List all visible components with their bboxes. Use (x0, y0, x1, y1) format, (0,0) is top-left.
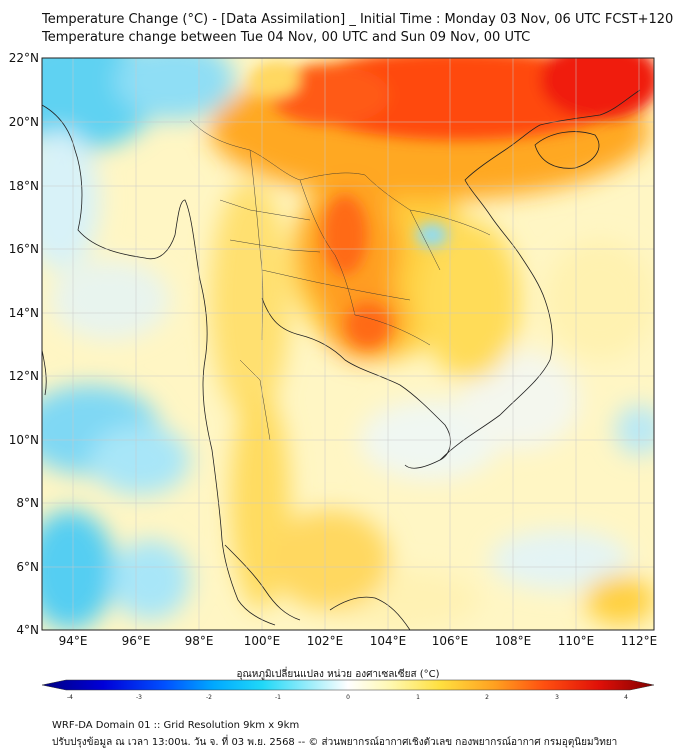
coastline-malaysia (224, 544, 301, 621)
gridlines (42, 57, 654, 630)
cool-patch-south (110, 540, 190, 620)
lat-label: 12°N (9, 369, 39, 383)
yellow-band-myanmar (210, 180, 290, 420)
lon-label: 106°E (432, 634, 469, 648)
neutral-patch-southeast (490, 530, 630, 590)
yellow-patch-vietnam (420, 220, 520, 380)
lon-label: 108°E (495, 634, 532, 648)
colorbar-tick: 1 (416, 694, 420, 701)
colorbar-title: อุณหภูมิเปลี่ยนแปลง หน่วย องศาเซลเซียส (… (236, 669, 440, 680)
red-patch-northeast (540, 58, 654, 120)
red-orange-patch-isan (323, 195, 367, 275)
border-line-3 (299, 179, 356, 316)
border-line-7 (219, 199, 311, 221)
cool-patch-east (615, 405, 654, 455)
cold-patch-southwest (42, 510, 115, 630)
lon-label: 100°E (244, 634, 281, 648)
yellow-spot-north (250, 62, 300, 98)
lon-label: 102°E (307, 634, 344, 648)
lon-label: 110°E (558, 634, 595, 648)
cool-spot-laos (416, 223, 448, 247)
coastline-myanmar-peninsula (42, 104, 276, 626)
coastline-hainan (534, 131, 600, 169)
lat-label: 8°N (16, 496, 39, 510)
footer-model-info: WRF-DA Domain 01 :: Grid Resolution 9km … (52, 720, 300, 731)
red-orange-patch-cambodia (346, 303, 390, 347)
map-title: Temperature Change (°C) - [Data Assimila… (42, 12, 674, 27)
yellow-patch-southeast (585, 575, 654, 625)
colorbar-tick: -3 (136, 694, 142, 701)
colorbar-tick: -2 (206, 694, 212, 701)
lon-axis: 94°E 96°E 98°E 100°E 102°E 104°E 106°E 1… (59, 634, 658, 648)
colorbar-ticks: -4 -3 -2 -1 0 1 2 3 4 (67, 694, 628, 701)
temperature-field (42, 58, 654, 630)
border-line-10 (409, 209, 491, 236)
cool-patch-north (115, 58, 235, 120)
border-line-6 (354, 314, 431, 346)
lon-label: 96°E (122, 634, 151, 648)
lat-label: 10°N (9, 433, 39, 447)
lon-label: 98°E (185, 634, 214, 648)
lat-label: 22°N (9, 51, 39, 65)
map-subtitle: Temperature change between Tue 04 Nov, 0… (42, 30, 531, 45)
colorbar-tick: -4 (67, 694, 73, 701)
border-line-5 (261, 269, 411, 301)
colorbar: -4 -3 -2 -1 0 1 2 3 4 (41, 679, 655, 701)
map-frame (41, 57, 655, 631)
lat-label: 20°N (9, 115, 39, 129)
border-line-1 (189, 119, 366, 181)
colorbar-tick: 3 (555, 694, 559, 701)
neutral-patch-bay (50, 260, 170, 340)
lon-label: 94°E (59, 634, 88, 648)
colorbar-scale (41, 679, 655, 691)
colorbar-tick: 4 (624, 694, 628, 701)
coastline-sumatra-hint (329, 596, 411, 630)
neutral-patch-scs (460, 350, 580, 450)
coastline-west-islands (42, 349, 47, 396)
lon-label: 112°E (621, 634, 658, 648)
lat-label: 6°N (16, 560, 39, 574)
cool-patch-andaman-east (90, 425, 190, 495)
cool-patch-west (42, 130, 100, 270)
lat-axis: 22°N 20°N 18°N 16°N 14°N 12°N 10°N 8°N 6… (9, 51, 39, 637)
footer-update-info: ปรับปรุงข้อมูล ณ เวลา 13:00น. วัน จ. ที่… (52, 737, 618, 748)
lat-label: 4°N (16, 623, 39, 637)
border-line-8 (229, 239, 321, 253)
lat-label: 16°N (9, 242, 39, 256)
colorbar-tick: -1 (275, 694, 281, 701)
lon-label: 104°E (370, 634, 407, 648)
border-line-9 (239, 359, 271, 441)
yellow-patch-malaysia (270, 510, 390, 610)
lat-label: 14°N (9, 306, 39, 320)
colorbar-tick: 0 (346, 694, 350, 701)
colorbar-tick: 2 (485, 694, 489, 701)
lat-label: 18°N (9, 179, 39, 193)
pale-patch-east (545, 240, 654, 360)
